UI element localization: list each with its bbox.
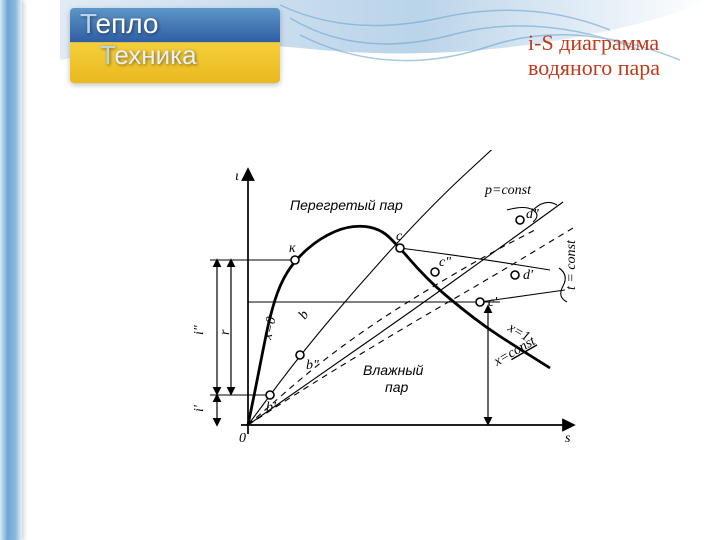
point-c1 [476,298,484,306]
is-diagram: ι s 0 i' i" r к c b" b' c" c' d" d' Перегретый … [155,150,585,460]
logo-line1: Тепло [80,8,159,40]
x-axis-label: s [565,431,571,446]
title-line1: i-S диаграмма [528,30,659,55]
point-b2 [296,351,304,359]
point-label-b2: b" [306,358,319,373]
logo-line2-initial: Т [100,40,114,70]
label-superheated: Перегретый пар [290,197,403,213]
label-wet-1: Влажный [363,362,424,378]
isotherm-high [400,248,550,270]
point-label-d2: d" [526,207,539,222]
isobar-high [248,150,500,425]
point-label-c2: c" [439,255,451,270]
origin-label: 0 [239,431,246,446]
label-pconst: p=const [484,183,532,198]
point-label-c1: c' [488,295,498,310]
slide-title: i-S диаграмма водяного пара [528,30,660,81]
logo-line1-initial: Т [80,8,96,39]
label-b-side: b [296,308,312,322]
point-b1 [266,391,274,399]
point-label-d1: d' [523,268,534,283]
point-label-c: c [396,229,403,244]
ytick-label-i2: i" [192,325,207,335]
point-label-k: к [289,241,296,256]
point-c2 [431,268,439,276]
point-label-b1: b' [266,400,277,415]
label-tconst: t = const [564,239,579,290]
logo-line2: Техника [100,40,197,71]
point-d1 [511,271,519,279]
point-d2 [516,216,524,224]
logo-line1-rest: епло [96,8,159,39]
ytick-label-r: r [218,329,233,335]
point-c [396,244,404,252]
point-k [291,256,299,264]
ytick-label-i1: i' [192,404,207,412]
title-line2: водяного пара [528,55,660,80]
logo-line2-rest: ехника [114,40,196,70]
label-x0: x=0 [260,316,280,342]
label-wet-2: пар [385,379,408,395]
y-axis-label: ι [235,169,239,184]
